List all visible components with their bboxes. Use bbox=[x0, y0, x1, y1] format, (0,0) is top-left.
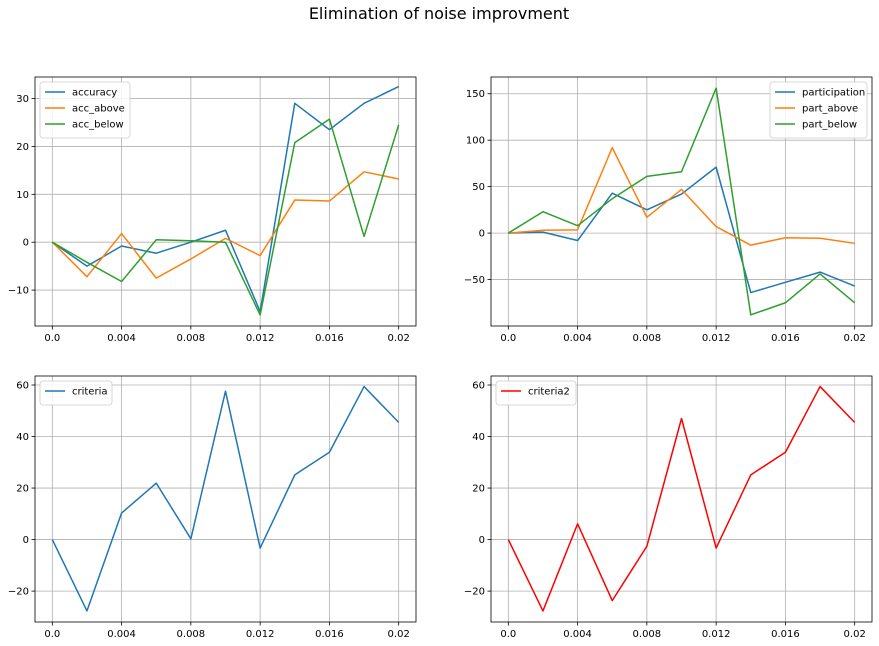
y-tick-label: 50 bbox=[472, 182, 485, 193]
x-tick-label: 0.016 bbox=[771, 333, 800, 344]
x-tick-label: 0.02 bbox=[388, 629, 410, 640]
legend-label-criteria: criteria bbox=[72, 387, 107, 398]
x-tick-label: 0.0 bbox=[500, 333, 516, 344]
series-line-criteria bbox=[51, 385, 400, 612]
x-tick-label: 0.012 bbox=[702, 333, 731, 344]
y-tick-label: 40 bbox=[16, 432, 29, 443]
subplots: 0.0 0.004 0.008 0.012 0.016 0.02 −10 0 10 20 30 acc… bbox=[8, 76, 873, 640]
x-tick-label: 0.004 bbox=[107, 629, 136, 640]
legend: accuracy acc_above acc_below bbox=[39, 81, 131, 139]
y-tick-label: −20 bbox=[8, 587, 29, 598]
figure-title: Elimination of noise improvment bbox=[309, 4, 569, 23]
x-tick-label: 0.012 bbox=[246, 629, 275, 640]
series-line-part_above bbox=[508, 146, 855, 246]
y-tick-label: 20 bbox=[472, 484, 485, 495]
x-tick-label: 0.016 bbox=[315, 333, 344, 344]
axes-frame bbox=[34, 76, 417, 327]
y-tick-label: 40 bbox=[472, 432, 485, 443]
legend-label-part_below: part_below bbox=[802, 120, 857, 131]
y-tick-label: 150 bbox=[466, 89, 485, 100]
series-line-accuracy bbox=[51, 85, 400, 313]
legend-box bbox=[39, 380, 113, 406]
y-tick-label: 100 bbox=[466, 136, 485, 147]
y-tick-label: 30 bbox=[16, 94, 29, 105]
series-line-acc_below bbox=[51, 118, 400, 316]
x-tick-label: 0.008 bbox=[177, 629, 206, 640]
x-tick-label: 0.0 bbox=[500, 629, 516, 640]
legend: criteria2 bbox=[495, 380, 577, 406]
x-tick-label: 0.012 bbox=[702, 629, 731, 640]
axes-frame bbox=[490, 375, 873, 623]
legend-label-acc_below: acc_below bbox=[72, 120, 124, 131]
series-line-acc_above bbox=[51, 171, 399, 279]
x-tick-label: 0.004 bbox=[107, 333, 136, 344]
x-tick-label: 0.008 bbox=[177, 333, 206, 344]
y-tick-label: 20 bbox=[16, 484, 29, 495]
x-tick-label: 0.0 bbox=[44, 333, 60, 344]
x-tick-label: 0.02 bbox=[388, 333, 410, 344]
y-tick-label: 60 bbox=[16, 381, 29, 392]
x-tick-label: 0.02 bbox=[844, 333, 866, 344]
x-tick-label: 0.004 bbox=[563, 629, 592, 640]
legend-label-participation: participation bbox=[802, 88, 865, 99]
x-tick-label: 0.016 bbox=[315, 629, 344, 640]
axes-frame bbox=[490, 76, 873, 327]
series-line-criteria2 bbox=[507, 385, 856, 612]
subplot-2: 0.0 0.004 0.008 0.012 0.016 0.02 −50 0 50 100 150 p… bbox=[464, 76, 873, 344]
y-tick-label: −20 bbox=[464, 587, 485, 598]
y-tick-label: −10 bbox=[8, 286, 29, 297]
x-tick-label: 0.004 bbox=[563, 333, 592, 344]
legend-label-accuracy: accuracy bbox=[72, 88, 117, 99]
legend: participation part_above part_below bbox=[769, 81, 868, 139]
x-tick-label: 0.008 bbox=[633, 333, 662, 344]
y-tick-label: −50 bbox=[464, 275, 485, 286]
y-tick-label: 0 bbox=[479, 535, 485, 546]
subplot-4: 0.0 0.004 0.008 0.012 0.016 0.02 −20 0 20 40 60 cri… bbox=[464, 375, 873, 640]
y-tick-label: 0 bbox=[479, 229, 485, 240]
x-tick-label: 0.012 bbox=[246, 333, 275, 344]
x-tick-label: 0.008 bbox=[633, 629, 662, 640]
x-tick-label: 0.0 bbox=[44, 629, 60, 640]
legend-box bbox=[495, 380, 577, 406]
y-tick-label: 0 bbox=[23, 238, 29, 249]
y-tick-label: 0 bbox=[23, 535, 29, 546]
y-tick-label: 20 bbox=[16, 142, 29, 153]
series-line-part_below bbox=[507, 87, 856, 316]
x-tick-label: 0.02 bbox=[844, 629, 866, 640]
y-tick-label: 10 bbox=[16, 190, 29, 201]
legend-label-criteria2: criteria2 bbox=[528, 387, 570, 398]
x-tick-label: 0.016 bbox=[771, 629, 800, 640]
axes-frame bbox=[34, 375, 417, 623]
legend-label-part_above: part_above bbox=[802, 104, 858, 115]
series-line-participation bbox=[508, 166, 855, 294]
legend-label-acc_above: acc_above bbox=[72, 104, 125, 115]
y-tick-label: 60 bbox=[472, 381, 485, 392]
legend: criteria bbox=[39, 380, 113, 406]
subplot-3: 0.0 0.004 0.008 0.012 0.016 0.02 −20 0 20 40 60 cri… bbox=[8, 375, 417, 640]
subplot-1: 0.0 0.004 0.008 0.012 0.016 0.02 −10 0 10 20 30 acc… bbox=[8, 76, 417, 344]
